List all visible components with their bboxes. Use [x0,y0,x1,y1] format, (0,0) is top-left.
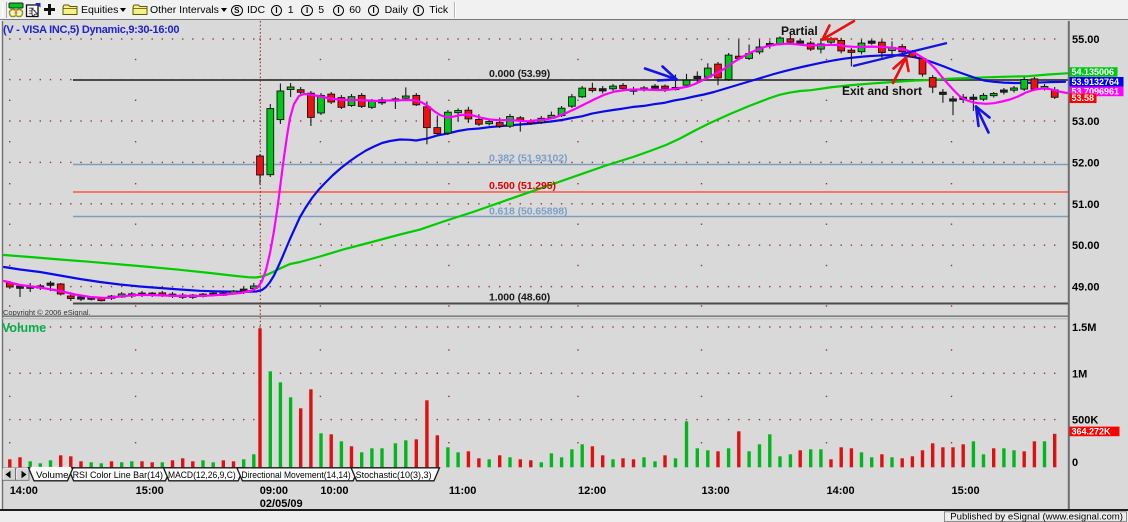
svg-text:Copyright © 2006 eSignal.: Copyright © 2006 eSignal. [3,308,91,317]
svg-text:50.00: 50.00 [1072,240,1100,252]
svg-text:15:00: 15:00 [136,485,164,497]
svg-text:53.58: 53.58 [1072,93,1095,103]
svg-text:55.00: 55.00 [1072,34,1100,46]
svg-text:MACD(12,26,9,C): MACD(12,26,9,C) [168,470,236,480]
svg-text:53.7096961: 53.7096961 [1072,86,1120,96]
svg-text:49.00: 49.00 [1072,282,1100,294]
svg-text:53.9132764: 53.9132764 [1072,77,1120,87]
svg-text:Stochastic(10(3),3): Stochastic(10(3),3) [356,470,432,480]
svg-text:(V - VISA INC,5) Dynamic,9:30-: (V - VISA INC,5) Dynamic,9:30-16:00 [3,24,179,36]
svg-text:14:00: 14:00 [827,485,855,497]
svg-text:10:00: 10:00 [320,485,348,497]
svg-text:54.135006: 54.135006 [1072,67,1115,77]
svg-text:Directional Movement(14,14): Directional Movement(14,14) [241,470,350,480]
svg-text:1M: 1M [1072,368,1087,380]
svg-text:0: 0 [1072,457,1078,469]
svg-text:53.00: 53.00 [1072,116,1100,128]
svg-text:09:00: 09:00 [260,485,288,497]
svg-text:11:00: 11:00 [449,485,477,497]
svg-text:52.00: 52.00 [1072,157,1100,169]
svg-text:13:00: 13:00 [702,485,730,497]
svg-text:1.000 (48.60): 1.000 (48.60) [489,292,550,304]
svg-text:364.272K: 364.272K [1072,426,1112,436]
svg-text:Published by eSignal (www.esig: Published by eSignal (www.esignal.com) [950,512,1123,522]
svg-text:02/05/09: 02/05/09 [260,498,303,510]
svg-text:0.000 (53.99): 0.000 (53.99) [489,68,550,80]
svg-text:15:00: 15:00 [952,485,980,497]
svg-text:Volume: Volume [2,321,46,335]
svg-text:RSI Color Line Bar(14): RSI Color Line Bar(14) [73,470,163,480]
svg-text:Volume: Volume [36,470,69,480]
svg-text:500K: 500K [1072,415,1098,427]
svg-text:Partial: Partial [781,24,818,38]
svg-text:51.00: 51.00 [1072,199,1100,211]
svg-text:0.500 (51.295): 0.500 (51.295) [489,180,556,192]
svg-text:1.5M: 1.5M [1072,322,1096,334]
svg-text:12:00: 12:00 [578,485,606,497]
svg-text:0.618 (50.65898): 0.618 (50.65898) [489,206,567,218]
svg-text:14:00: 14:00 [10,485,38,497]
svg-text:Exit and short: Exit and short [842,84,922,98]
svg-text:0.382 (51.93102): 0.382 (51.93102) [489,153,567,165]
